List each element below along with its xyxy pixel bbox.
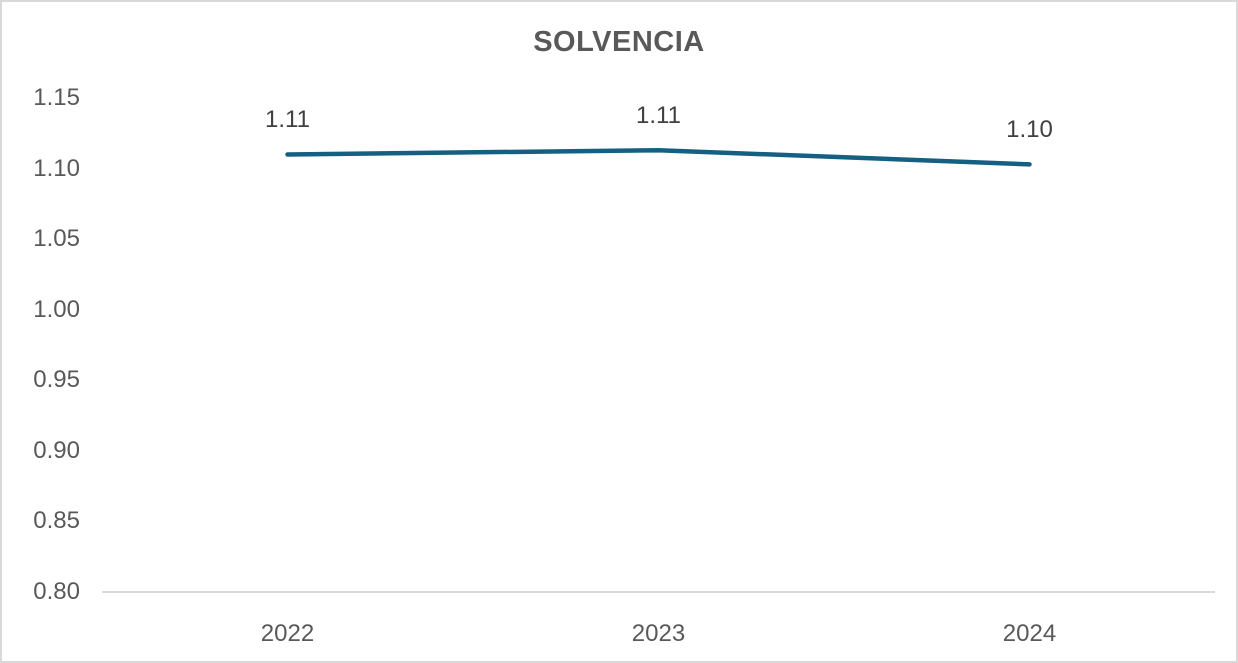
x-axis-line [102,591,1215,593]
y-axis-tick-label: 0.90 [33,436,80,464]
y-axis-tick-label: 1.00 [33,295,80,323]
data-point-label: 1.11 [265,106,310,134]
data-point-label: 1.11 [636,102,681,130]
y-axis-tick-label: 0.95 [33,366,80,394]
y-axis-tick-label: 0.85 [33,507,80,535]
y-axis-tick-label: 1.10 [33,154,80,182]
y-axis-tick-label: 1.15 [33,84,80,111]
y-axis-tick-label: 0.80 [33,578,80,605]
x-axis-tick-label: 2024 [1002,620,1057,647]
solvencia-series-line [285,147,1032,167]
y-axis-tick-label: 1.05 [33,225,80,253]
x-axis-tick-label: 2022 [260,620,315,647]
chart-title: SOLVENCIA [533,26,705,58]
data-point-label: 1.10 [1006,116,1053,144]
x-axis-tick-label: 2023 [631,620,686,647]
